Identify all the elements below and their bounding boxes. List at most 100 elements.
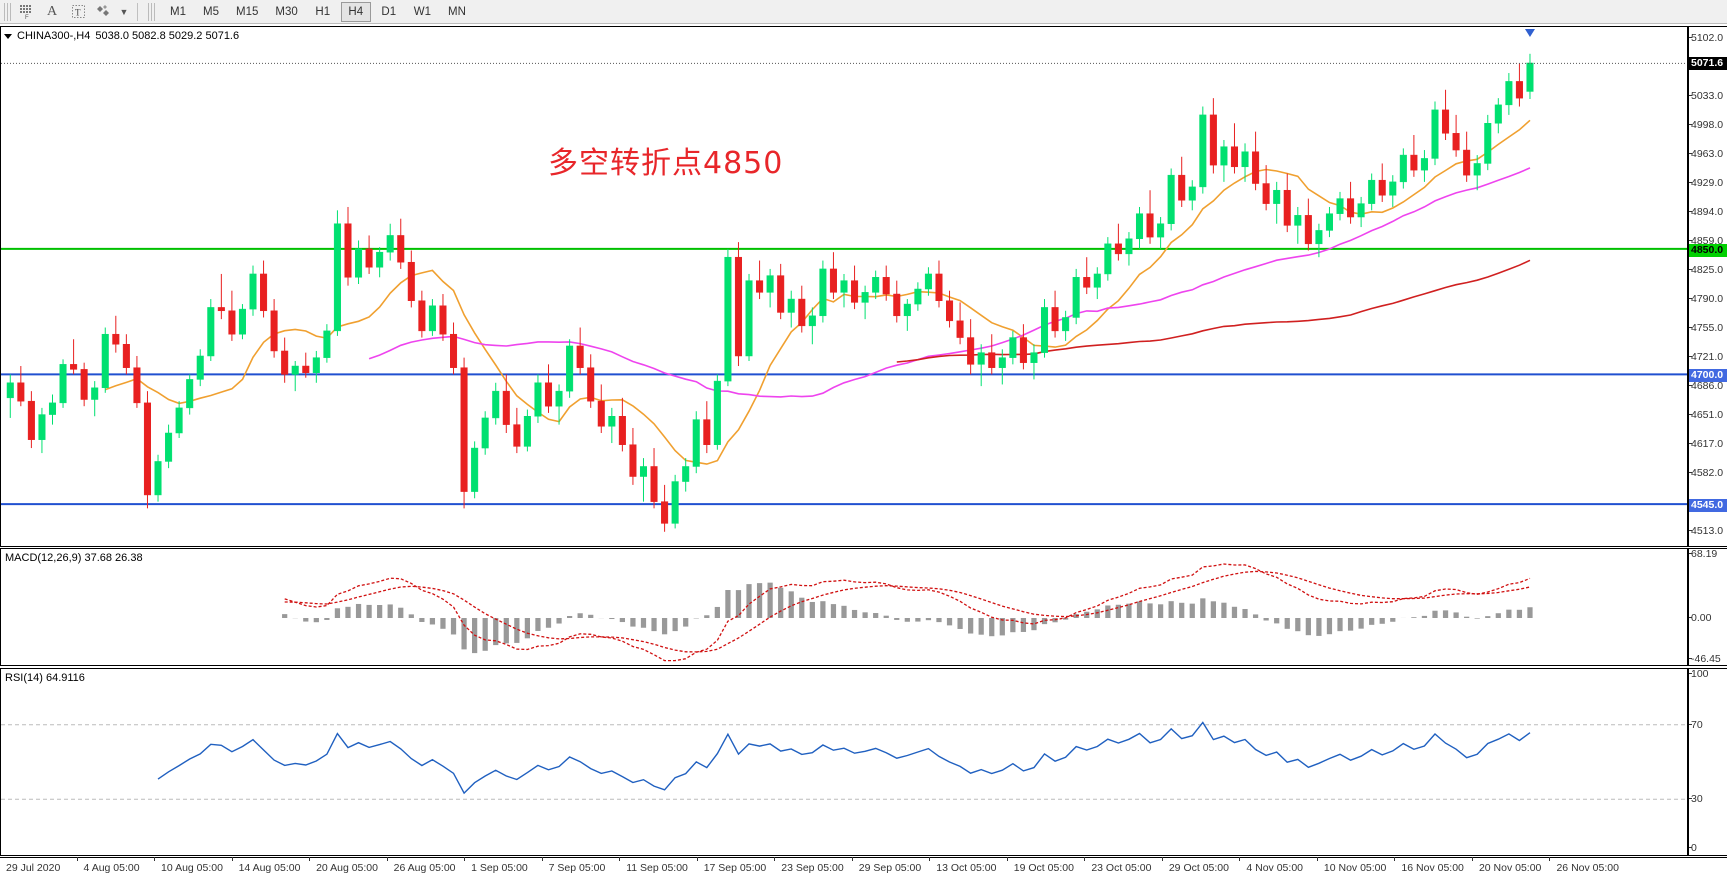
- candle: [355, 240, 363, 284]
- time-axis[interactable]: 29 Jul 2020 4 Aug 05:00 10 Aug 05:00 14 Aug…: [0, 857, 1727, 884]
- candle: [344, 206, 352, 286]
- candle: [608, 407, 616, 444]
- rsi-panel[interactable]: [0, 668, 1688, 856]
- timeframe-button-m5[interactable]: M5: [203, 5, 219, 18]
- candle: [513, 407, 521, 454]
- candle: [133, 355, 141, 408]
- candle: [534, 374, 542, 423]
- timeframe-button-w1[interactable]: W1: [413, 5, 431, 18]
- candle: [1357, 196, 1365, 228]
- macd-signal-line: [284, 570, 1531, 653]
- candle: [956, 302, 964, 345]
- price-chart-panel[interactable]: [0, 26, 1688, 547]
- timeframe-button-m1[interactable]: M1: [170, 5, 186, 18]
- text-box-icon[interactable]: T: [65, 1, 91, 23]
- rsi-tick: 30: [1689, 793, 1703, 806]
- candle: [1157, 217, 1165, 249]
- price-tick: 4929.0: [1688, 176, 1724, 189]
- candle: [829, 252, 837, 300]
- candle: [882, 265, 890, 301]
- time-axis-label: 11 Sep 05:00: [619, 857, 688, 874]
- timeframe-button-m15[interactable]: M15: [236, 5, 259, 18]
- candle: [1410, 134, 1418, 177]
- candle: [165, 424, 173, 469]
- candle: [333, 210, 341, 336]
- time-axis-label: 14 Aug 05:00: [231, 857, 301, 874]
- candle: [1209, 98, 1217, 174]
- candle: [17, 366, 25, 407]
- candle: [988, 334, 996, 375]
- candle: [196, 349, 204, 387]
- candle: [38, 407, 46, 454]
- svg-text:T: T: [75, 8, 81, 18]
- candle: [1420, 150, 1428, 182]
- candle: [713, 374, 721, 450]
- macd-scale[interactable]: 68.19 0.00 -46.45: [1688, 548, 1727, 666]
- level-tag-4700.0[interactable]: 4700.0: [1689, 369, 1727, 383]
- candle: [281, 337, 289, 383]
- price-tick: 5033.0: [1688, 89, 1724, 102]
- macd-tick: 68.19: [1688, 548, 1718, 560]
- toolbar-grip[interactable]: [4, 2, 11, 21]
- grid-f-icon[interactable]: F: [13, 1, 39, 23]
- dropdown-arrow-icon[interactable]: ▼: [119, 6, 129, 17]
- rsi-canvas: [1, 721, 1687, 800]
- chevron-down-icon[interactable]: [4, 33, 12, 39]
- candle: [6, 374, 14, 418]
- candle: [1009, 330, 1017, 365]
- chart-annotation-text: 多空转折点4850: [548, 146, 784, 181]
- objects-icon[interactable]: [91, 1, 117, 23]
- time-axis-label: 29 Jul 2020: [6, 862, 61, 874]
- candle: [1484, 114, 1492, 171]
- candle: [893, 280, 901, 323]
- text-A-icon[interactable]: A: [46, 3, 58, 19]
- timeframe-button-h1[interactable]: H1: [315, 5, 331, 18]
- candle: [798, 285, 806, 333]
- time-axis-label: 19 Oct 05:00: [1006, 857, 1074, 874]
- macd-panel[interactable]: [0, 548, 1688, 666]
- time-axis-label: 7 Sep 05:00: [541, 857, 606, 874]
- candle: [671, 474, 679, 529]
- candle: [460, 357, 468, 509]
- candle: [154, 454, 162, 502]
- candle: [418, 290, 426, 338]
- candle: [1019, 324, 1027, 370]
- timeframe-grip[interactable]: [148, 2, 155, 21]
- candle: [1399, 148, 1407, 189]
- timeframe-button-mn[interactable]: MN: [448, 5, 466, 18]
- candle: [808, 307, 816, 345]
- candle: [1252, 131, 1260, 191]
- main-toolbar: F A T ▼ M1 M5 M15 M30 H1 H4 D1 W1 MN: [0, 0, 1727, 24]
- macd-canvas: [282, 563, 1533, 662]
- symbol-header: CHINA300-,H4 5038.0 5082.8 5029.2 5071.6: [4, 30, 239, 42]
- timeframe-button-h4[interactable]: H4: [340, 1, 371, 22]
- candle: [872, 270, 880, 300]
- candle: [27, 391, 35, 449]
- candle: [977, 344, 985, 387]
- price-tick: 4894.0: [1688, 205, 1724, 218]
- candle: [450, 322, 458, 375]
- candle: [777, 263, 785, 320]
- price-tick: 4513.0: [1688, 524, 1724, 537]
- candle: [1125, 232, 1133, 266]
- candle: [851, 265, 859, 310]
- candle: [1283, 173, 1291, 233]
- candle: [1347, 181, 1355, 224]
- symbol-name: CHINA300-,H4: [17, 30, 91, 42]
- candle: [1325, 206, 1333, 238]
- candle: [1199, 106, 1207, 194]
- timeframe-button-group: M1 M5 M15 M30 H1 H4 D1 W1 MN: [163, 1, 476, 22]
- candle: [1051, 290, 1059, 338]
- timeframe-button-d1[interactable]: D1: [381, 5, 397, 18]
- candle: [1515, 62, 1523, 107]
- candle: [175, 401, 183, 439]
- timeframe-button-m30[interactable]: M30: [275, 5, 298, 18]
- candle: [840, 273, 848, 308]
- rsi-scale[interactable]: 100 70 30 0: [1688, 668, 1727, 856]
- price-tick: 4582.0: [1688, 467, 1724, 480]
- rsi-line: [157, 721, 1531, 795]
- level-tag-4545.0[interactable]: 4545.0: [1689, 499, 1727, 513]
- candle: [59, 359, 67, 408]
- price-scale[interactable]: 5102.0 5033.0 4998.0 4963.0 4929.0 4894.0 4859…: [1688, 26, 1727, 547]
- level-tag-4850.0[interactable]: 4850.0: [1689, 243, 1727, 257]
